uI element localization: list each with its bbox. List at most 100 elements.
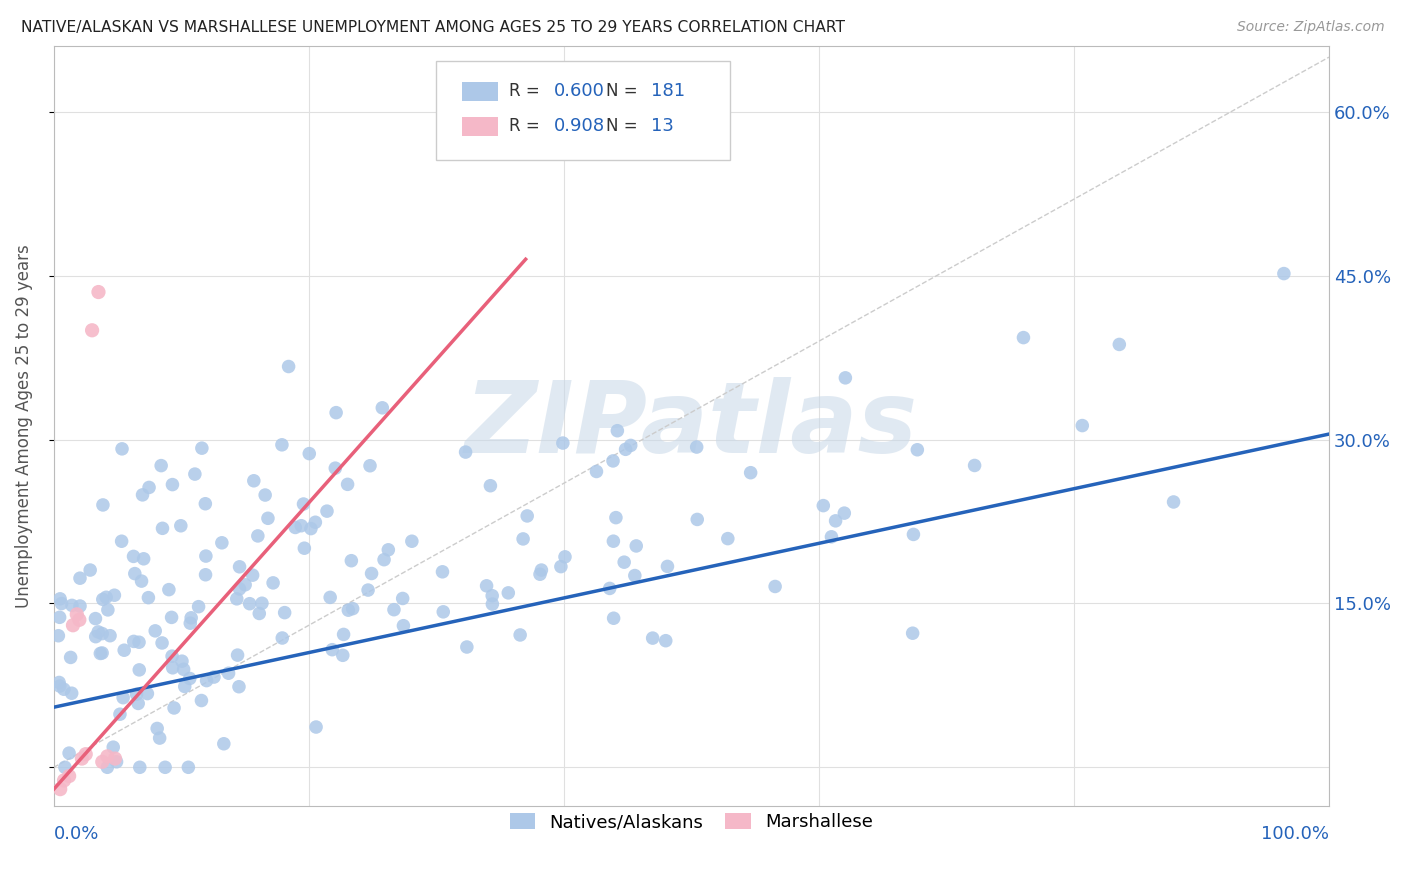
Point — [228, 559, 250, 574]
Point — [299, 522, 322, 536]
Point — [401, 534, 423, 549]
Point — [657, 559, 679, 574]
Point — [70, 751, 93, 765]
Point — [530, 563, 553, 577]
Point — [58, 746, 80, 760]
Point — [432, 605, 454, 619]
Point — [834, 371, 856, 385]
Point — [146, 722, 169, 736]
Point — [226, 648, 249, 662]
Point — [257, 511, 280, 525]
Point — [191, 441, 214, 455]
Point — [340, 554, 363, 568]
Point — [325, 406, 347, 420]
Point — [475, 579, 498, 593]
Point — [1071, 418, 1094, 433]
Text: ZIPatlas: ZIPatlas — [465, 377, 918, 475]
Point — [131, 574, 153, 588]
Point — [87, 624, 110, 639]
Point — [432, 565, 454, 579]
Point — [91, 626, 114, 640]
Point — [122, 549, 145, 564]
Text: NATIVE/ALASKAN VS MARSHALLESE UNEMPLOYMENT AMONG AGES 25 TO 29 YEARS CORRELATION: NATIVE/ALASKAN VS MARSHALLESE UNEMPLOYME… — [21, 20, 845, 35]
Point — [69, 599, 91, 613]
Point — [820, 530, 842, 544]
Text: 13: 13 — [651, 117, 673, 135]
Point — [58, 769, 80, 783]
Point — [187, 599, 209, 614]
Point — [271, 438, 294, 452]
Text: 0.908: 0.908 — [554, 117, 605, 135]
Point — [228, 582, 250, 596]
Point — [250, 596, 273, 610]
Point — [254, 488, 277, 502]
Text: 0.600: 0.600 — [554, 82, 605, 100]
Point — [717, 532, 740, 546]
Point — [138, 591, 160, 605]
Point — [225, 591, 247, 606]
Point — [132, 551, 155, 566]
Point — [298, 447, 321, 461]
Point — [202, 670, 225, 684]
Point — [53, 760, 76, 774]
Point — [319, 591, 342, 605]
Point — [173, 680, 195, 694]
Point — [170, 654, 193, 668]
Point — [52, 682, 75, 697]
Point — [1108, 337, 1130, 351]
Point — [481, 589, 503, 603]
Point — [53, 773, 76, 788]
Point — [96, 749, 118, 764]
Point — [686, 440, 709, 454]
Point — [98, 629, 121, 643]
Text: R =: R = — [509, 82, 546, 100]
Point — [48, 629, 70, 643]
Point — [585, 465, 607, 479]
Text: 0.0%: 0.0% — [53, 825, 100, 843]
Point — [454, 445, 477, 459]
Point — [194, 549, 217, 563]
Point — [150, 636, 173, 650]
Point — [228, 680, 250, 694]
Point — [49, 679, 72, 693]
Text: 181: 181 — [651, 82, 685, 100]
Point — [336, 477, 359, 491]
Point — [332, 648, 354, 663]
Text: N =: N = — [606, 82, 643, 100]
Text: N =: N = — [606, 117, 643, 135]
Point — [91, 592, 114, 607]
Point — [105, 755, 128, 769]
Point — [190, 693, 212, 707]
Point — [67, 613, 90, 627]
Point — [49, 591, 72, 606]
Point — [456, 640, 478, 654]
Point — [170, 518, 193, 533]
Point — [342, 601, 364, 615]
Point — [316, 504, 339, 518]
Point — [599, 582, 621, 596]
Point — [218, 666, 240, 681]
Point — [96, 760, 118, 774]
Point — [87, 285, 110, 299]
Point — [211, 536, 233, 550]
Point — [112, 690, 135, 705]
Point — [48, 675, 70, 690]
Point — [160, 610, 183, 624]
Point — [179, 616, 201, 631]
Point — [131, 488, 153, 502]
Point — [122, 634, 145, 648]
Point — [143, 624, 166, 638]
Point — [360, 566, 382, 581]
Point — [516, 508, 538, 523]
Point — [127, 697, 149, 711]
Point — [84, 611, 107, 625]
Point — [624, 568, 647, 582]
Point — [180, 611, 202, 625]
Point — [641, 631, 664, 645]
Point — [128, 635, 150, 649]
Point — [75, 747, 97, 761]
Point — [150, 458, 173, 473]
Point — [551, 436, 574, 450]
FancyBboxPatch shape — [463, 82, 498, 101]
Point — [212, 737, 235, 751]
